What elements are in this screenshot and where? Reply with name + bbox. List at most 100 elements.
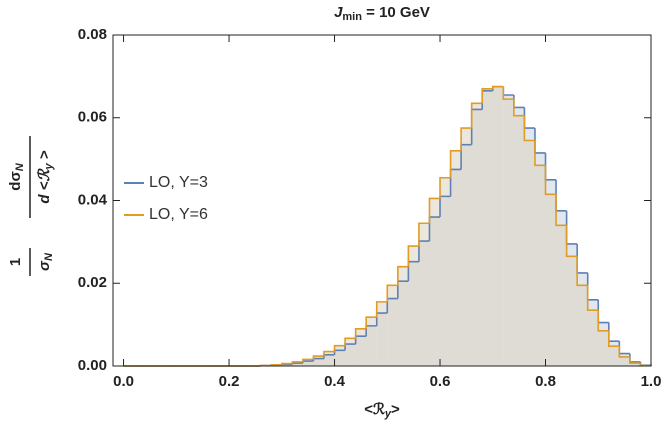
bar — [429, 198, 441, 366]
step-outline — [586, 272, 599, 301]
ylabel-right-den-main: d <ℛ — [36, 167, 53, 203]
step-outline — [344, 337, 356, 346]
ylabel-right-num: dσN — [7, 162, 26, 190]
ylabel-right-den-end: > — [36, 150, 53, 163]
step-outline — [523, 115, 535, 142]
step-outline — [608, 330, 620, 347]
bar — [556, 225, 567, 366]
step-outline — [418, 222, 430, 247]
step-outline — [323, 350, 335, 357]
bar — [355, 328, 367, 366]
step-outline — [439, 176, 451, 199]
bar — [577, 285, 588, 366]
bar — [387, 285, 398, 366]
xlabel-end: > — [391, 401, 400, 418]
step-outline — [597, 310, 609, 332]
x-axis-label: <ℛy> — [364, 401, 400, 420]
ylabel-right-num-main: dσ — [7, 171, 24, 190]
legend-label: LO, Y=3 — [149, 174, 208, 191]
bar — [492, 86, 504, 366]
step-outline — [608, 322, 620, 342]
step-outline — [534, 140, 546, 167]
bar — [292, 361, 303, 366]
step-outline — [470, 102, 483, 129]
step-outline — [555, 179, 567, 212]
ylabel-left-den-sub: N — [43, 252, 55, 261]
bar — [545, 194, 557, 366]
step-outline — [629, 353, 641, 363]
step-outline — [618, 341, 630, 355]
bar — [524, 140, 535, 366]
step-outline — [386, 284, 398, 302]
bar — [629, 363, 641, 366]
step-outline — [312, 355, 324, 360]
title-main: J — [334, 4, 343, 21]
step-outline — [544, 165, 557, 196]
bar — [534, 165, 546, 366]
title-rest: = 10 GeV — [362, 4, 430, 21]
bar — [313, 356, 324, 366]
step-outline — [513, 94, 525, 109]
step-outline — [354, 327, 367, 339]
bar — [608, 346, 620, 366]
bar — [345, 338, 356, 366]
y-tick-label: 0.02 — [78, 274, 107, 291]
y-tick-label: 0.00 — [78, 357, 107, 374]
xlabel-sub: y — [384, 408, 392, 420]
xlabel-main: <ℛ — [364, 401, 385, 418]
y-tick-label: 0.04 — [78, 191, 108, 208]
step-outline — [407, 245, 419, 267]
step-outline — [397, 265, 409, 286]
step-outline — [449, 150, 462, 178]
step-outline — [502, 86, 514, 100]
legend: LO, Y=3 LO, Y=6 — [124, 174, 208, 223]
step-outline — [523, 107, 535, 129]
ylabel-right-den: d <ℛy > — [36, 150, 55, 203]
ylabel-left-den-main: σ — [36, 260, 53, 271]
step-outline — [565, 225, 578, 258]
bar — [440, 177, 451, 366]
legend-label: LO, Y=6 — [149, 206, 208, 223]
step-outline — [460, 127, 472, 151]
step-outline — [291, 361, 303, 364]
step-outline — [586, 285, 599, 311]
step-outline — [565, 210, 578, 245]
bar — [334, 345, 346, 366]
step-outline — [428, 197, 441, 224]
bar — [366, 317, 377, 366]
step-outline — [597, 299, 609, 324]
x-tick-label: 0.8 — [535, 373, 556, 390]
bar — [482, 88, 493, 366]
x-tick-label: 1.0 — [641, 373, 662, 390]
bar — [566, 256, 578, 366]
step-outline — [333, 344, 346, 352]
step-outline — [629, 356, 641, 364]
bar — [598, 330, 609, 366]
chart-title: Jmin = 10 GeV — [334, 4, 430, 23]
step-outline — [502, 86, 514, 96]
bar — [587, 310, 599, 366]
step-outline — [280, 363, 293, 366]
step-outline — [513, 99, 525, 117]
bar — [408, 246, 419, 366]
step-outline — [280, 362, 293, 365]
bar — [302, 359, 314, 366]
step-outline — [555, 194, 567, 227]
bar — [461, 128, 472, 366]
step-outline — [534, 128, 546, 154]
bar — [503, 99, 514, 366]
y-tick-label: 0.08 — [78, 26, 107, 43]
title-sub: min — [342, 11, 362, 23]
bar — [418, 223, 430, 366]
ylabel-left-num: 1 — [7, 258, 24, 266]
step-outline — [576, 243, 588, 274]
bar — [450, 150, 462, 366]
step-outline — [375, 301, 388, 318]
bar — [376, 301, 388, 366]
step-outline — [302, 358, 314, 362]
x-tick-label: 0.0 — [113, 373, 134, 390]
y-tick-label: 0.06 — [78, 109, 107, 126]
step-outline — [491, 85, 504, 89]
bar — [323, 351, 335, 366]
